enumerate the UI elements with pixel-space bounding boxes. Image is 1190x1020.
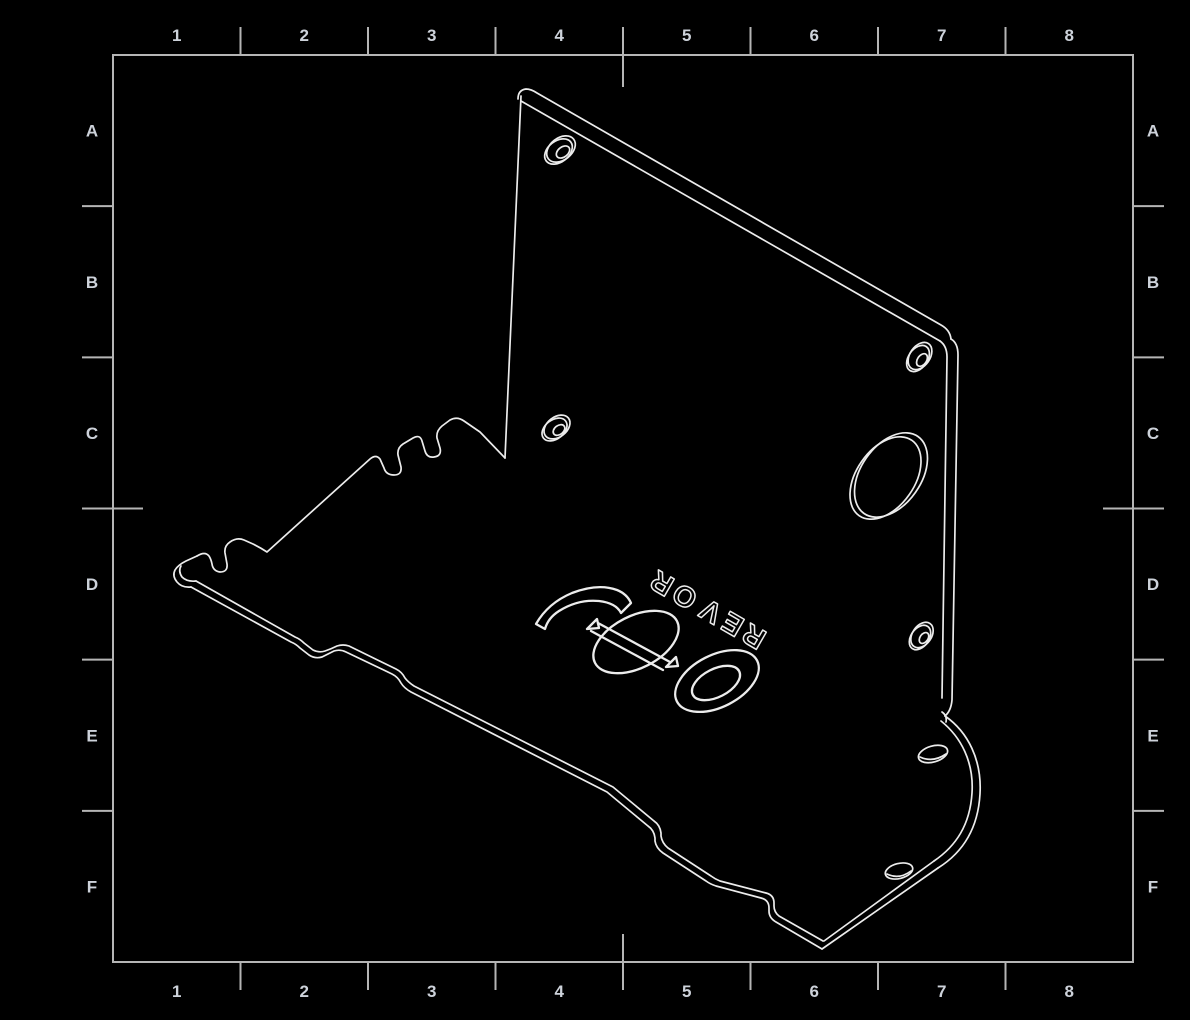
lower-right-edge-outer [821, 867, 939, 950]
hole-mid-counterbore [541, 414, 571, 442]
logo-coin-2 [674, 648, 760, 714]
zone-label-row-A-right: A [1147, 122, 1159, 141]
plate-top-edge-outer [517, 88, 952, 340]
zone-label-row-A-left: A [86, 122, 98, 141]
zone-label-col-5-top: 5 [682, 26, 691, 45]
logo-coin-2-inner [690, 664, 742, 702]
zone-label-row-C-right: C [1147, 424, 1159, 443]
zone-label-row-D-left: D [86, 575, 98, 594]
zone-label-col-4-bottom: 4 [555, 982, 565, 1001]
zone-label-row-F-right: F [1148, 877, 1158, 896]
corner-edge-hole-2 [884, 862, 914, 880]
zone-ticks [82, 27, 1164, 990]
zone-label-row-E-right: E [1147, 726, 1158, 745]
zone-label-col-4-top: 4 [555, 26, 565, 45]
zone-label-col-7-top: 7 [937, 26, 946, 45]
logo-swoosh [534, 585, 633, 631]
plate-right-edge-outer [944, 338, 959, 717]
rover-engraving-label: ROVER [640, 560, 771, 654]
zone-label-col-2-top: 2 [300, 26, 309, 45]
plate-right-edge-inner [939, 340, 948, 699]
zone-label-col-8-top: 8 [1065, 26, 1074, 45]
zone-label-row-F-left: F [87, 877, 97, 896]
large-oval-cutout [849, 431, 929, 521]
zone-label-col-6-bottom: 6 [810, 982, 819, 1001]
hole-upper-counterbore [543, 135, 577, 165]
zone-label-col-1-top: 1 [172, 26, 181, 45]
back-edge-notched [196, 417, 506, 573]
hole-right-lower-counterbore [908, 621, 935, 651]
plate-left-edge [504, 95, 522, 459]
corner-edge-hole-1 [917, 744, 949, 764]
plate-top-edge-inner [520, 100, 941, 342]
zone-label-col-1-bottom: 1 [172, 982, 181, 1001]
zone-label-col-8-bottom: 8 [1065, 982, 1074, 1001]
logo-coin-1 [592, 609, 680, 675]
logo-coin-1-band [589, 621, 672, 672]
zone-label-col-3-top: 3 [427, 26, 436, 45]
left-tab-cap-inner [178, 565, 197, 583]
zone-label-col-3-bottom: 3 [427, 982, 436, 1001]
corner-arc-outer [937, 715, 981, 869]
bracket-isometric-view: ROVER [173, 88, 981, 950]
zone-label-row-D-right: D [1147, 575, 1159, 594]
zone-label-row-E-left: E [86, 726, 97, 745]
zone-label-row-B-right: B [1147, 273, 1159, 292]
zone-label-col-6-top: 6 [810, 26, 819, 45]
zone-label-col-2-bottom: 2 [300, 982, 309, 1001]
drawing-border [112, 54, 1134, 963]
zone-labels: 1 1 2 2 3 3 4 4 5 5 6 6 7 7 8 8 A A B B C C D D E E F F [86, 26, 1159, 1001]
usu-logo-engraving [534, 585, 760, 714]
lower-right-edge-inner [823, 860, 935, 942]
logo-wedge-marks [585, 617, 680, 669]
bottom-edge-outer [190, 586, 823, 950]
zone-label-col-5-bottom: 5 [682, 982, 691, 1001]
hole-right-upper-counterbore [905, 341, 933, 373]
zone-label-col-7-bottom: 7 [937, 982, 946, 1001]
zone-label-row-C-left: C [86, 424, 98, 443]
zone-label-row-B-left: B [86, 273, 98, 292]
left-tab-cap-outer [173, 555, 198, 588]
corner-arc-inner [933, 711, 974, 862]
bottom-edge-inner [195, 580, 824, 942]
